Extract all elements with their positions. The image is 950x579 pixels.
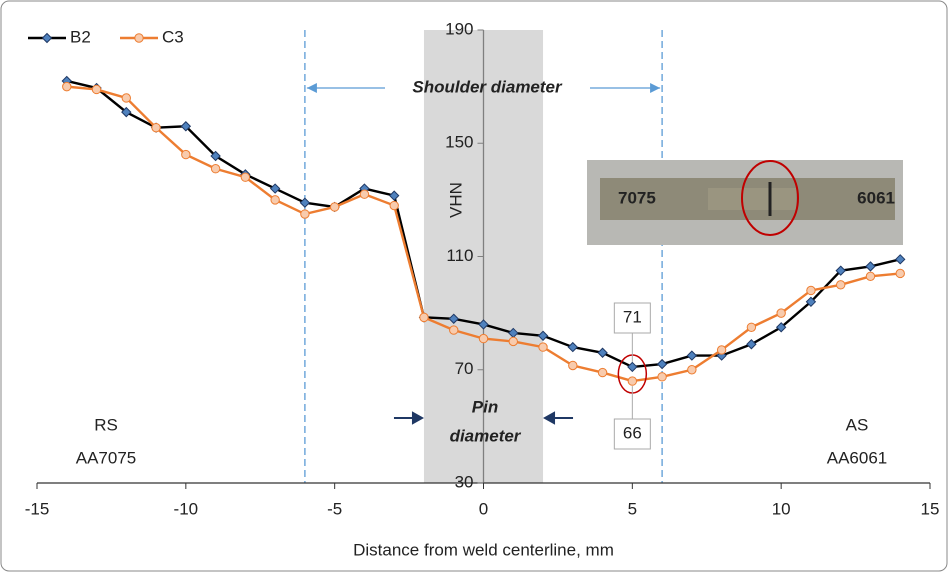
marker (628, 377, 636, 385)
marker (360, 190, 368, 198)
marker (420, 313, 428, 321)
side-label: RS (94, 415, 118, 434)
marker (450, 326, 458, 334)
marker (301, 210, 309, 218)
x-axis-title: Distance from weld centerline, mm (353, 540, 614, 559)
x-tick-label: -15 (25, 499, 50, 518)
marker (717, 346, 725, 354)
marker (866, 272, 874, 280)
marker (63, 82, 71, 90)
pin-label: Pin (472, 397, 498, 416)
x-tick-label: 15 (921, 499, 940, 518)
marker (92, 85, 100, 93)
marker (122, 94, 130, 102)
marker (747, 323, 755, 331)
specimen-neck (708, 188, 796, 210)
marker (569, 361, 577, 369)
y-tick-label: 70 (455, 359, 474, 378)
side-label: AS (846, 415, 869, 434)
x-tick-label: -10 (174, 499, 199, 518)
legend-label: C3 (162, 27, 184, 46)
marker (390, 201, 398, 209)
callout-label: 71 (623, 307, 642, 326)
chart: 30 70 110 150 190 -15 -10 -5 0 5 10 15 Distance from… (0, 0, 950, 574)
shoulder-label: Shoulder diameter (412, 77, 563, 96)
x-tick-label: -5 (327, 499, 342, 518)
marker (598, 368, 606, 376)
y-tick-label: 150 (445, 133, 473, 152)
marker (241, 173, 249, 181)
y-tick-label: 30 (455, 472, 474, 491)
legend-label: B2 (70, 27, 91, 46)
y-axis-title: VHN (446, 182, 465, 218)
pin-label: diameter (450, 426, 522, 445)
side-label: AA7075 (76, 448, 137, 467)
marker (152, 123, 160, 131)
inset-label: 7075 (618, 188, 656, 207)
marker (896, 269, 904, 277)
marker (807, 286, 815, 294)
marker (330, 203, 338, 211)
marker (837, 281, 845, 289)
marker (182, 150, 190, 158)
y-tick-label: 190 (445, 19, 473, 38)
legend-marker (135, 34, 143, 42)
y-tick-label: 110 (446, 246, 473, 265)
marker (539, 343, 547, 351)
marker (777, 309, 785, 317)
inset-label: 6061 (857, 188, 895, 207)
side-label: AA6061 (827, 448, 888, 467)
x-tick-label: 5 (628, 499, 637, 518)
marker (688, 366, 696, 374)
marker (479, 334, 487, 342)
x-tick-label: 10 (772, 499, 791, 518)
callout-label: 66 (623, 423, 642, 442)
marker (509, 337, 517, 345)
marker (271, 196, 279, 204)
x-tick-label: 0 (479, 499, 488, 518)
marker (658, 373, 666, 381)
marker (211, 165, 219, 173)
